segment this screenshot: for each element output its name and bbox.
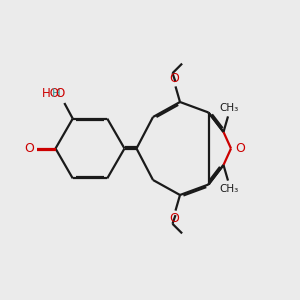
Text: O: O (170, 72, 179, 85)
Text: CH₃: CH₃ (219, 184, 238, 194)
Text: O: O (56, 87, 65, 100)
Text: O: O (235, 142, 245, 155)
Text: H: H (51, 87, 60, 100)
Text: HO: HO (42, 87, 60, 100)
Text: O: O (25, 142, 34, 155)
Text: O: O (170, 212, 179, 225)
Text: CH₃: CH₃ (219, 103, 238, 113)
